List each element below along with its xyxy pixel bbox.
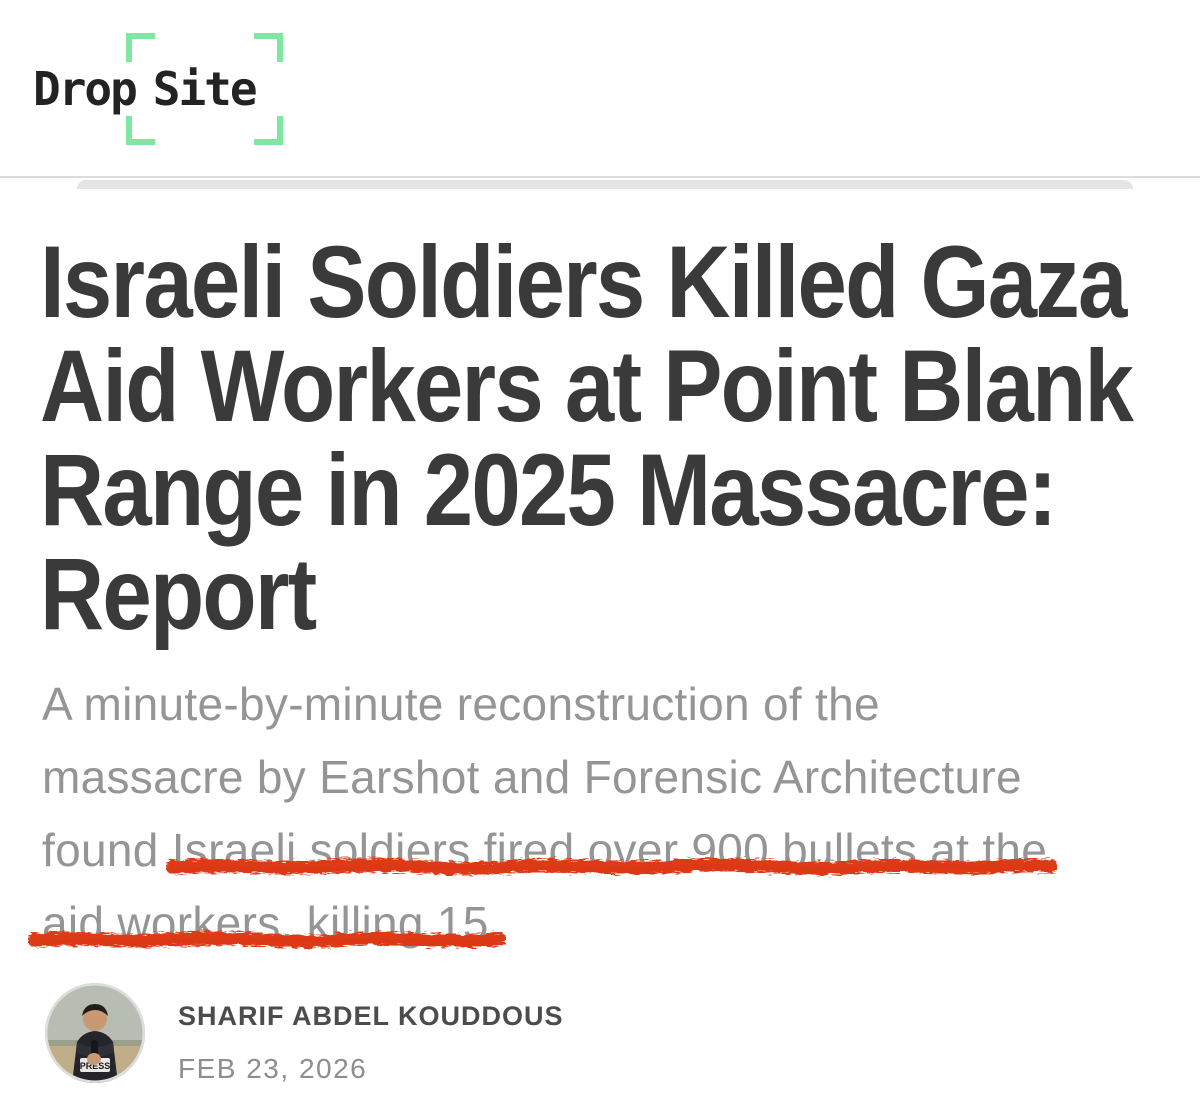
bracket-bottom-right-icon — [253, 116, 283, 145]
underlined-text: aid workers, killing 15. — [28, 887, 506, 960]
subtitle-line: found Israeli soldiers fired over 900 bu… — [42, 814, 1058, 887]
bracket-bottom-left-icon — [125, 116, 155, 145]
author-name[interactable]: SHARIF ABDEL KOUDDOUS — [178, 1001, 564, 1031]
subtitle-line: A minute-by-minute reconstruction of the — [42, 678, 880, 730]
reporter-photo-icon: PRESS — [45, 983, 145, 1083]
logo-word-drop: Drop — [33, 62, 138, 116]
publish-date: FEB 23, 2026 — [178, 1053, 368, 1084]
bracket-top-right-icon — [253, 33, 283, 62]
headline-line: Report — [40, 537, 317, 651]
author-avatar[interactable]: PRESS — [44, 982, 146, 1084]
bracket-top-left-icon — [125, 33, 155, 62]
headline-line: Range in 2025 Massacre: — [40, 433, 1057, 547]
subtitle-line: massacre by Earshot and Forensic Archite… — [42, 751, 1022, 803]
subtitle-line: aid workers, killing 15. — [28, 887, 1047, 960]
logo-bracket-box: Site — [125, 33, 283, 145]
headline-line: Israeli Soldiers Killed Gaza — [40, 225, 1127, 339]
logo-word-site: Site — [152, 62, 258, 116]
article-subtitle: A minute-by-minute reconstruction of the… — [28, 668, 1058, 960]
header-divider — [0, 176, 1200, 178]
headline-line: Aid Workers at Point Blank — [40, 329, 1134, 443]
underlined-text: Israeli soldiers fired over 900 bullets … — [165, 814, 1058, 887]
dropsite-logo[interactable]: Drop Site — [33, 33, 283, 145]
svg-text:PRESS: PRESS — [80, 1061, 111, 1071]
sheet-top-edge — [77, 180, 1133, 189]
article-headline: Israeli Soldiers Killed Gaza Aid Workers… — [40, 230, 1200, 646]
